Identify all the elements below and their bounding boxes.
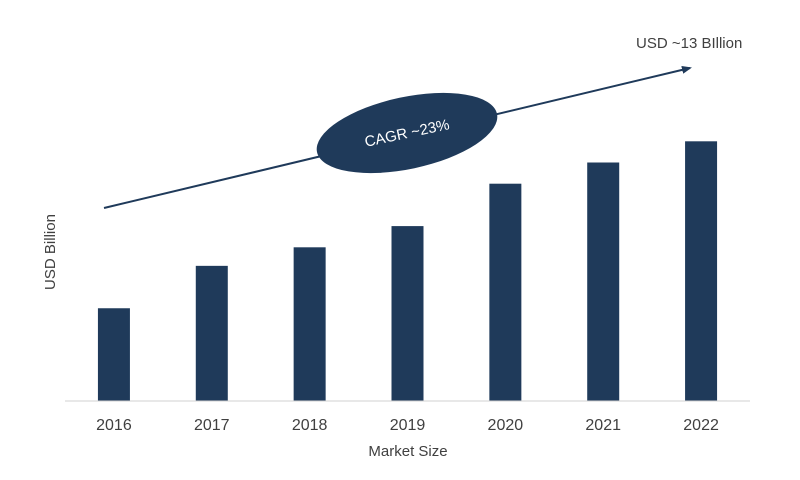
x-tick-2016: 2016 bbox=[96, 417, 132, 434]
bar-2019 bbox=[391, 226, 424, 401]
x-tick-2019: 2019 bbox=[390, 417, 426, 434]
bar-2018 bbox=[293, 247, 326, 401]
bar-2016 bbox=[97, 308, 130, 401]
cagr-badge: CAGR ~23% bbox=[316, 92, 498, 174]
bar-2022 bbox=[685, 141, 718, 402]
x-tick-2020: 2020 bbox=[488, 417, 524, 434]
bars-group bbox=[97, 141, 718, 402]
bar-2021 bbox=[587, 162, 620, 401]
bar-2017 bbox=[195, 265, 228, 401]
y-axis-title: USD Billion bbox=[42, 214, 59, 290]
x-tick-2018: 2018 bbox=[292, 417, 328, 434]
x-tick-labels: 2016 2017 2018 2019 2020 2021 2022 bbox=[96, 417, 719, 434]
x-tick-2022: 2022 bbox=[683, 417, 719, 434]
x-axis-title: Market Size bbox=[368, 443, 447, 460]
x-tick-2021: 2021 bbox=[585, 417, 621, 434]
end-value-label: USD ~13 BIllion bbox=[636, 35, 742, 52]
x-tick-2017: 2017 bbox=[194, 417, 230, 434]
bar-2020 bbox=[489, 183, 522, 401]
